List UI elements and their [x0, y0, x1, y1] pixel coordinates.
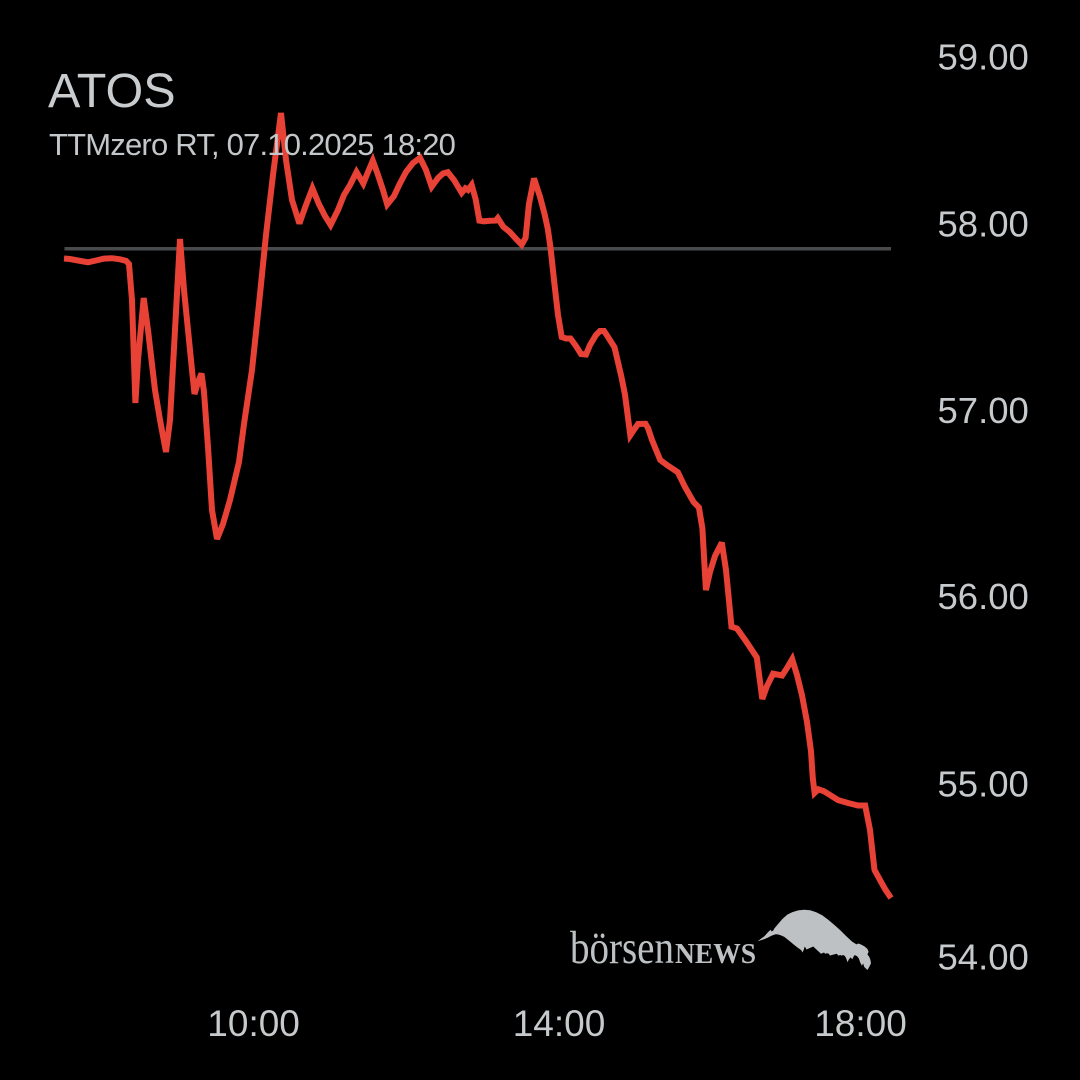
svg-text:57.00: 57.00 — [938, 390, 1029, 431]
svg-text:18:00: 18:00 — [814, 1003, 907, 1044]
svg-text:59.00: 59.00 — [938, 37, 1029, 78]
svg-text:ATOS: ATOS — [48, 64, 176, 118]
svg-text:NEWS: NEWS — [675, 938, 756, 970]
svg-text:54.00: 54.00 — [938, 936, 1029, 977]
svg-text:börsen: börsen — [570, 922, 674, 974]
svg-text:56.00: 56.00 — [938, 576, 1029, 617]
svg-text:58.00: 58.00 — [938, 204, 1029, 245]
svg-text:14:00: 14:00 — [513, 1003, 606, 1044]
svg-text:10:00: 10:00 — [207, 1003, 300, 1044]
svg-text:55.00: 55.00 — [938, 764, 1029, 805]
svg-text:TTMzero RT, 07.10.2025 18:20: TTMzero RT, 07.10.2025 18:20 — [49, 127, 456, 162]
